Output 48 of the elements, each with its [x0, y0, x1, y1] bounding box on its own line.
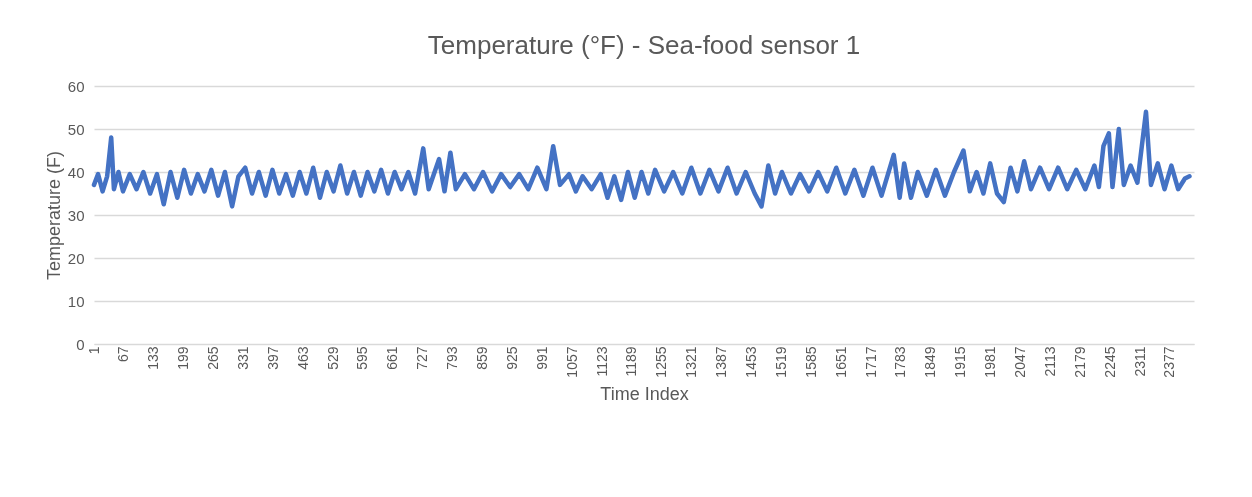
y-axis-title: Temperature (F)	[43, 150, 64, 281]
y-tick-label: 20	[67, 249, 85, 267]
chart-title: Temperature (°F) - Sea-food sensor 1	[427, 30, 861, 60]
line-series	[91, 109, 1192, 209]
y-tick-label: 10	[67, 292, 85, 310]
x-tick-label: 727	[414, 346, 431, 370]
x-tick-label: 529	[324, 346, 341, 370]
x-tick-label: 1387	[713, 346, 730, 378]
x-tick-label: 1453	[743, 346, 760, 378]
y-tick-label: 0	[76, 335, 85, 353]
x-tick-label: 1321	[683, 346, 700, 378]
y-tick-label: 60	[67, 77, 85, 95]
x-tick-label: 1717	[862, 346, 879, 378]
x-tick-label: 2179	[1071, 346, 1088, 378]
x-tick-label: 1057	[563, 346, 580, 378]
x-tick-label: 397	[264, 346, 281, 370]
y-tick-label: 50	[67, 120, 85, 138]
x-tick-label: 1189	[623, 346, 640, 377]
x-tick-label: 925	[503, 346, 520, 370]
x-tick-label: 991	[533, 346, 550, 370]
x-tick-label: 2311	[1131, 346, 1148, 377]
x-tick-label: 1519	[772, 346, 789, 378]
x-tick-label: 463	[294, 346, 311, 370]
x-tick-label: 133	[145, 346, 162, 370]
x-axis-title: Time Index	[600, 383, 689, 404]
x-tick-label: 1981	[982, 346, 999, 378]
x-tick-label: 1651	[832, 346, 849, 378]
x-tick-label: 1255	[653, 346, 670, 378]
x-tick-label: 199	[175, 346, 192, 370]
x-tick-label: 2113	[1041, 346, 1058, 377]
x-tick-label: 2245	[1101, 346, 1118, 378]
x-tick-label: 859	[474, 346, 491, 370]
x-tick-label: 1849	[922, 346, 939, 378]
x-tick-label: 793	[444, 346, 461, 370]
y-tick-label: 40	[67, 163, 85, 181]
x-tick-label: 1915	[952, 346, 969, 378]
x-tick-label: 67	[115, 346, 132, 363]
x-tick-label: 595	[354, 346, 371, 370]
x-tick-label: 1123	[593, 346, 610, 377]
x-tick-label: 1585	[802, 346, 819, 378]
x-tick-label: 1783	[892, 346, 909, 378]
x-tick-label: 2377	[1161, 346, 1178, 378]
x-tick-label: 2047	[1012, 346, 1029, 378]
x-tick-label: 661	[384, 346, 401, 370]
x-tick-label: 265	[205, 346, 222, 370]
y-tick-label: 30	[67, 206, 85, 224]
x-tick-label: 331	[234, 346, 251, 370]
x-tick-label: 1	[85, 346, 102, 355]
